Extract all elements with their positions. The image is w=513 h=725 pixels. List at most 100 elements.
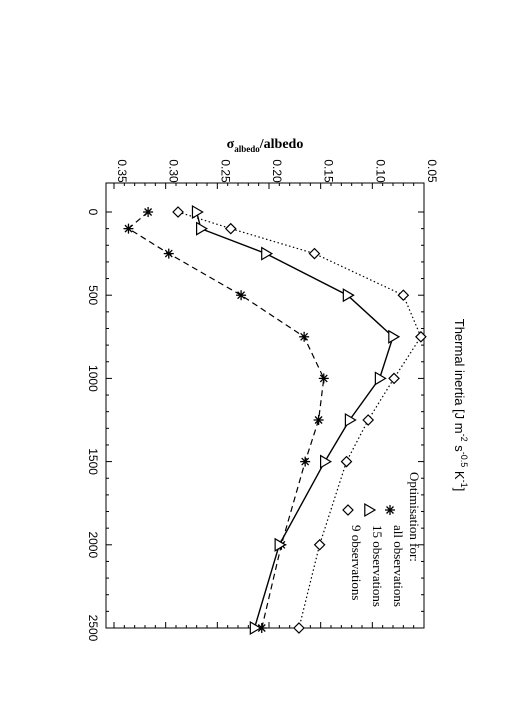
value-tick-label: 0.35 [115, 159, 129, 183]
data-point-triangle [274, 537, 287, 552]
data-point-triangle [196, 221, 208, 236]
diamond-shape [415, 330, 427, 343]
legend-marker-diamond [342, 504, 354, 516]
triangle-shape [374, 371, 387, 386]
asterisk-stroke [124, 224, 133, 233]
asterisk-stroke [300, 332, 309, 341]
triangle-shape [274, 537, 287, 552]
value-tick-label: 0.20 [270, 159, 284, 183]
value-tick-label-group: 0.10 [373, 159, 387, 183]
value-tick-label-group: 0.05 [425, 159, 439, 183]
diamond-shape [308, 247, 321, 260]
data-point-asterisk [163, 248, 174, 259]
data-point-triangle [342, 288, 355, 303]
series-line-1 [196, 211, 394, 629]
value-tick-label: 0.30 [167, 159, 181, 183]
legend-title: Optimisation for: [407, 472, 422, 562]
value-tick-label: 0.05 [425, 159, 439, 183]
triangle-shape [249, 620, 262, 636]
triangle-shape [320, 454, 332, 469]
legend-entry-label: all observations [391, 525, 406, 607]
diamond-shape [342, 504, 354, 516]
data-point-diamond [397, 289, 410, 302]
data-point-asterisk [318, 373, 329, 384]
diamond-shape [172, 206, 184, 218]
inertia-tick-label-group: 500 [86, 285, 100, 305]
diamond-shape [397, 289, 410, 302]
asterisk-stroke [314, 416, 323, 424]
legend: Optimisation for:all observations 15 obse… [342, 472, 422, 607]
asterisk-stroke [319, 374, 328, 383]
legend-entry-group: 9 observations [349, 525, 364, 600]
data-point-diamond [415, 330, 427, 343]
data-point-triangle [388, 329, 401, 344]
data-point-triangle [261, 246, 274, 261]
value-tick-label-group: 0.35 [115, 159, 129, 183]
data-point-diamond [293, 622, 305, 634]
diamond-shape [293, 622, 305, 634]
diamond-shape [340, 455, 353, 468]
inertia-tick-label: 2000 [86, 531, 100, 558]
data-point-triangle [344, 412, 357, 428]
ticks: 0.05 0.10 0.15 0.20 0.25 0.30 0.35 0 500 1000 1500… [86, 159, 439, 641]
series-group [123, 204, 427, 636]
data-point-asterisk [123, 223, 134, 234]
legend-entry-group: all observations [391, 525, 406, 607]
value-tick-label-group: 0.15 [322, 159, 336, 183]
asterisk-stroke [144, 208, 153, 216]
asterisk-stroke [164, 249, 173, 258]
data-point-diamond [340, 455, 353, 468]
value-tick-label-group: 0.30 [167, 159, 181, 183]
asterisk-stroke [257, 624, 266, 632]
value-tick-label: 0.15 [322, 159, 336, 183]
triangle-shape [196, 221, 208, 236]
data-point-asterisk [236, 290, 247, 301]
diamond-shape [224, 222, 237, 235]
y-axis-title: σalbedo/albedo [227, 137, 304, 154]
triangle-shape [344, 412, 357, 428]
data-point-diamond [224, 222, 237, 235]
inertia-tick-label-group: 2000 [86, 531, 100, 558]
value-tick-label: 0.25 [218, 159, 232, 183]
data-point-triangle [374, 371, 387, 386]
legend-entry-group: 15 observations [370, 525, 385, 607]
inertia-tick-label-group: 0 [86, 209, 100, 216]
inertia-tick-label-group: 1000 [86, 365, 100, 392]
inertia-tick-label-group: 1500 [86, 448, 100, 475]
y-axis-title-rest: /albedo [259, 137, 304, 152]
diamond-shape [362, 414, 375, 426]
inertia-tick-label: 1500 [86, 448, 100, 475]
data-point-asterisk [313, 415, 324, 425]
inertia-tick-label: 2500 [86, 615, 100, 642]
asterisk-stroke [237, 291, 246, 300]
data-point-diamond [388, 372, 400, 385]
y-axis-title-sub: albedo [234, 144, 260, 154]
data-point-triangle [249, 620, 262, 636]
inertia-tick-label-group: 2500 [86, 615, 100, 642]
x-axis-title: Thermal inertia [J m-2 s-0.5 K-1] [452, 319, 469, 491]
y-axis-title-sigma: σ [227, 137, 235, 152]
data-point-triangle [191, 204, 204, 220]
triangle-shape [364, 502, 377, 518]
series-line-0 [127, 211, 325, 629]
legend-title-group: Optimisation for: [407, 472, 422, 562]
legend-entry-label: 15 observations [370, 525, 385, 607]
triangle-shape [342, 288, 355, 303]
data-point-triangle [320, 454, 332, 469]
asterisk-stroke [301, 457, 310, 466]
asterisk-stroke [386, 506, 394, 514]
diamond-shape [313, 538, 326, 551]
data-point-diamond [313, 538, 326, 551]
triangle-shape [388, 329, 401, 344]
value-tick-label-group: 0.25 [218, 159, 232, 183]
data-point-diamond [172, 206, 184, 218]
data-point-asterisk [299, 331, 310, 342]
data-point-asterisk [300, 456, 311, 467]
legend-marker-asterisk [385, 505, 395, 515]
diamond-shape [388, 372, 400, 385]
inertia-tick-label: 500 [86, 285, 100, 305]
triangle-shape [191, 204, 204, 220]
inertia-tick-label: 1000 [86, 365, 100, 392]
legend-marker-triangle [364, 502, 377, 518]
